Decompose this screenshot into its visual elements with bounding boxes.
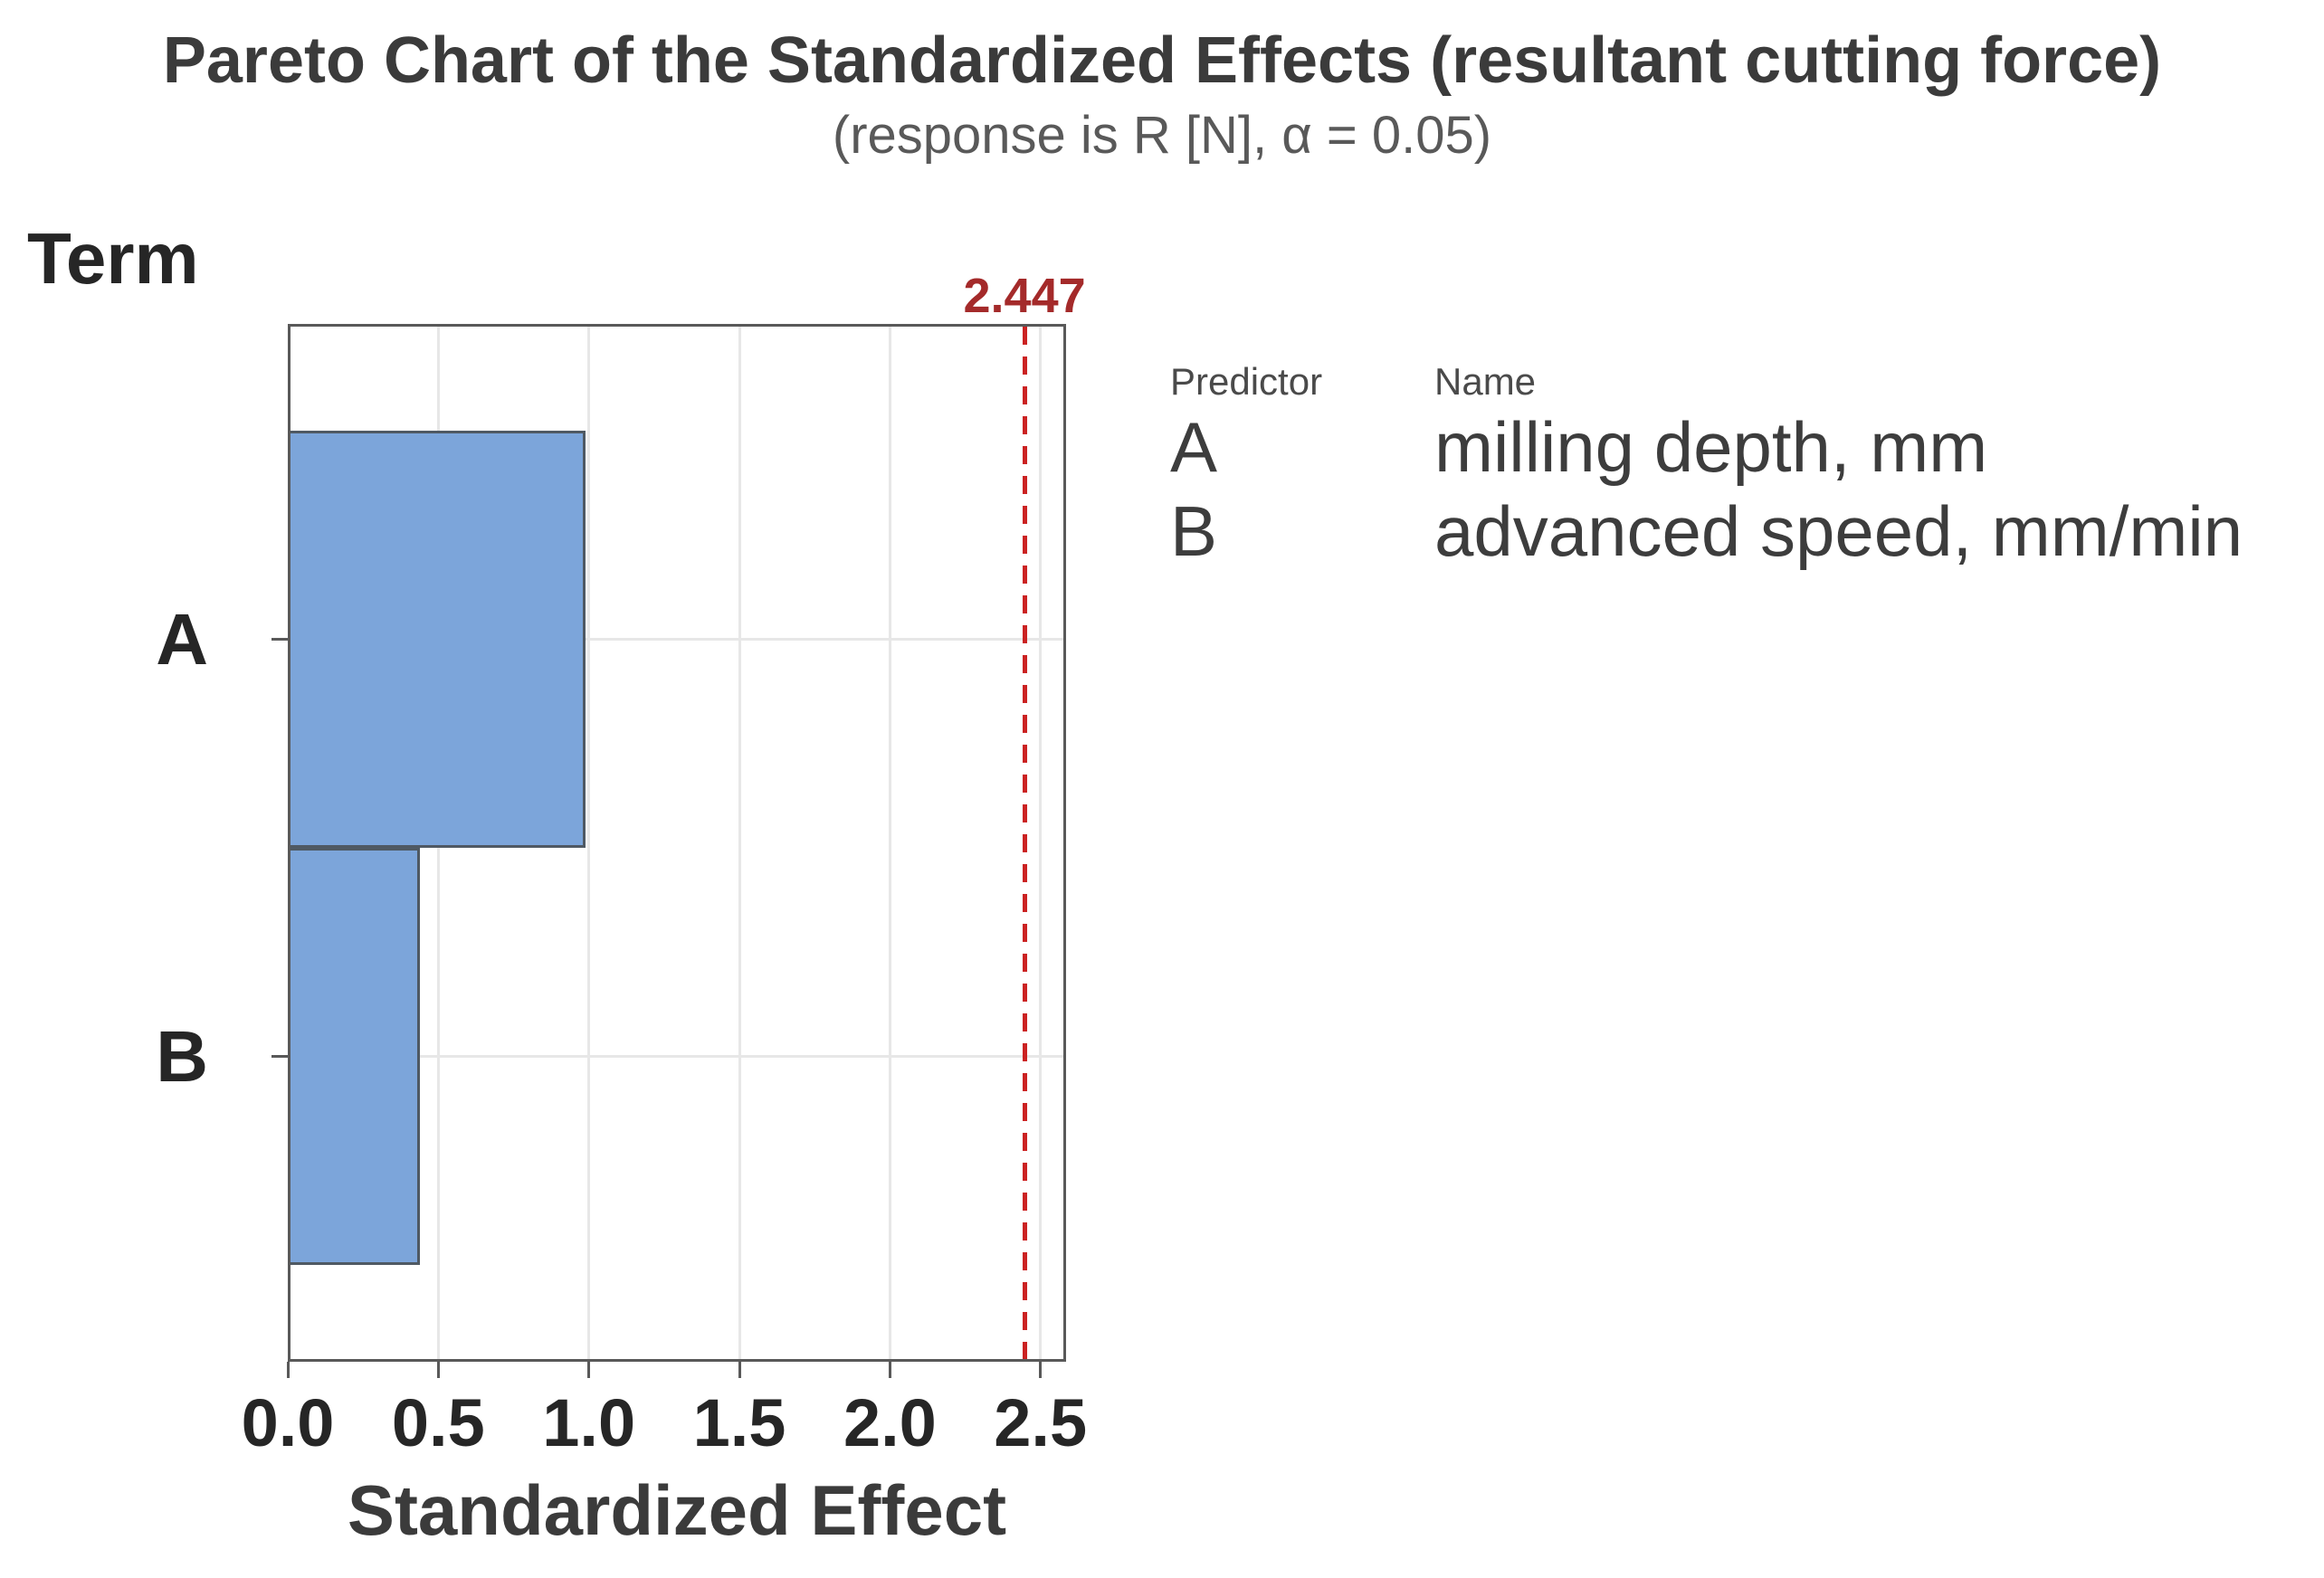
x-tick-label-2.0: 2.0 (843, 1385, 937, 1460)
x-tick-2.0 (888, 1362, 891, 1378)
legend-header-row: Predictor Name (1170, 358, 2243, 405)
bar-B (290, 848, 420, 1265)
x-tick-0.5 (436, 1362, 440, 1378)
category-gridline-B (290, 1055, 1063, 1058)
legend-name: advanced speed, mm/min (1434, 491, 2243, 571)
gridline-2.0 (888, 327, 891, 1359)
gridline-1.5 (738, 327, 741, 1359)
y-axis-title: Term (27, 218, 199, 299)
x-axis-title: Standardized Effect (347, 1470, 1007, 1550)
chart-subtitle: (response is R [N], α = 0.05) (832, 106, 1492, 165)
y-tick-A (271, 638, 288, 641)
legend-row: A milling depth, mm (1170, 405, 2243, 490)
x-tick-0.0 (286, 1362, 290, 1378)
x-tick-label-0.0: 0.0 (241, 1385, 335, 1460)
x-tick-label-1.5: 1.5 (692, 1385, 786, 1460)
y-tick-B (271, 1055, 288, 1058)
category-gridline-A (290, 638, 1063, 641)
legend-header-name: Name (1434, 360, 1537, 403)
y-tick-label-B: B (156, 1015, 208, 1097)
legend-predictor: B (1170, 491, 1218, 571)
x-tick-2.5 (1039, 1362, 1043, 1378)
legend-predictor: A (1170, 407, 1218, 487)
legend-row: B advanced speed, mm/min (1170, 490, 2243, 574)
x-tick-label-2.5: 2.5 (994, 1385, 1088, 1460)
legend-name: milling depth, mm (1434, 407, 1988, 487)
plot-area (288, 324, 1066, 1362)
bar-A (290, 431, 586, 848)
reference-line-label: 2.447 (963, 269, 1086, 323)
legend: Predictor Name A milling depth, mm B adv… (1170, 358, 2243, 574)
x-tick-1.5 (738, 1362, 741, 1378)
x-tick-label-0.5: 0.5 (391, 1385, 485, 1460)
x-tick-label-1.0: 1.0 (542, 1385, 636, 1460)
x-tick-1.0 (587, 1362, 591, 1378)
reference-line (1022, 327, 1027, 1359)
chart-title: Pareto Chart of the Standardized Effects… (162, 24, 2162, 97)
gridline-1.0 (587, 327, 591, 1359)
gridline-2.5 (1039, 327, 1043, 1359)
legend-header-predictor: Predictor (1170, 360, 1323, 403)
y-tick-label-A: A (156, 598, 208, 680)
